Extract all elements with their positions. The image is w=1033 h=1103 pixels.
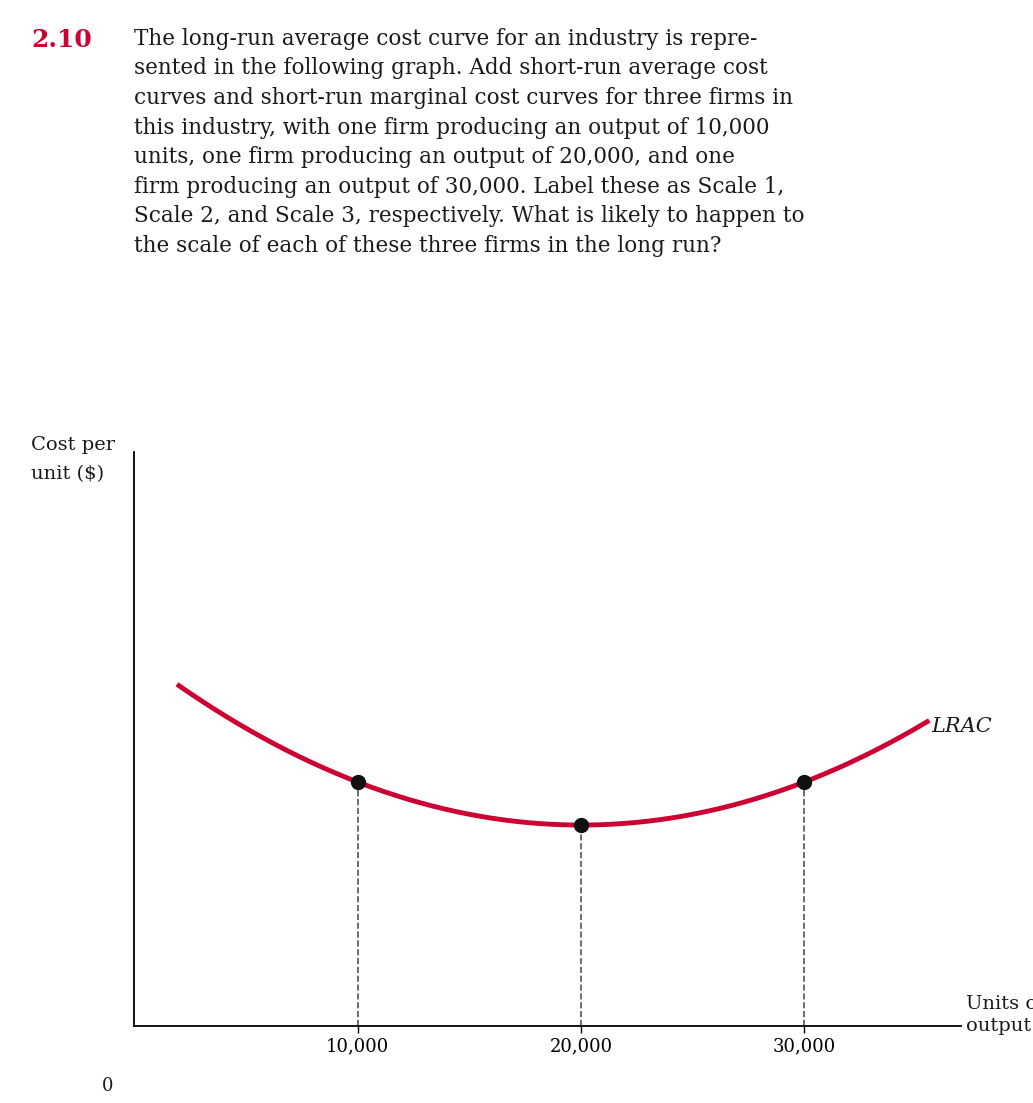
Text: LRAC: LRAC bbox=[932, 717, 993, 736]
Text: 0: 0 bbox=[101, 1078, 114, 1095]
Text: Cost per: Cost per bbox=[31, 436, 115, 453]
Point bbox=[349, 773, 366, 791]
Point bbox=[796, 773, 813, 791]
Text: unit ($): unit ($) bbox=[31, 465, 104, 483]
Text: The long-run average cost curve for an industry is repre-
sented in the followin: The long-run average cost curve for an i… bbox=[134, 28, 805, 257]
Text: Units of
output: Units of output bbox=[966, 995, 1033, 1035]
Point bbox=[572, 816, 589, 834]
Text: 2.10: 2.10 bbox=[31, 28, 92, 52]
